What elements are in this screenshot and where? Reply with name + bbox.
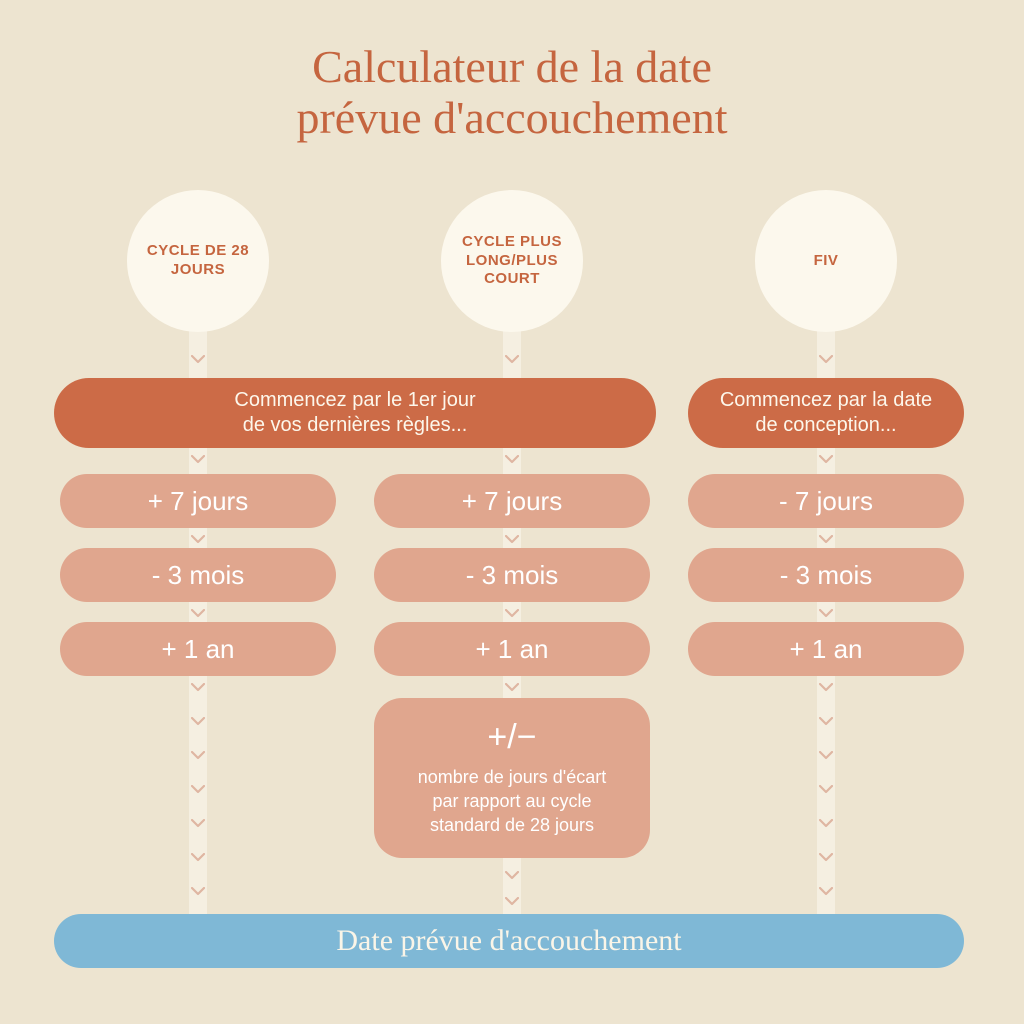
chevron-down-icon [505, 869, 519, 883]
cycle-adjustment-symbol: +/− [487, 716, 536, 759]
chevron-down-icon [191, 453, 205, 467]
chevron-down-icon [505, 681, 519, 695]
step-pill-r2-c1: + 1 an [374, 622, 650, 676]
chevron-down-icon [191, 851, 205, 865]
column-header-label: CYCLE DE 28 JOURS [141, 242, 255, 280]
start-pill-line2: de vos dernières règles... [243, 413, 468, 438]
column-header-circle-2: FIV [755, 190, 897, 332]
chevron-down-icon [505, 453, 519, 467]
step-pill-r0-c0: + 7 jours [60, 474, 336, 528]
start-pill-line2: de conception... [755, 413, 896, 438]
cycle-adjustment-line: standard de 28 jours [430, 813, 594, 837]
chevron-down-icon [191, 533, 205, 547]
chevron-down-icon [505, 533, 519, 547]
column-header-circle-0: CYCLE DE 28 JOURS [127, 190, 269, 332]
page-title: Calculateur de la dateprévue d'accouchem… [0, 42, 1024, 143]
start-pill-line1: Commencez par le 1er jour [234, 388, 475, 413]
title-line-1: Calculateur de la date [0, 42, 1024, 93]
step-pill-r2-c2: + 1 an [688, 622, 964, 676]
cycle-adjustment-box: +/− nombre de jours d'écartpar rapport au… [374, 698, 650, 858]
chevron-down-icon [505, 895, 519, 909]
chevron-down-icon [191, 681, 205, 695]
column-header-label: FIV [814, 252, 839, 271]
start-pill-conception: Commencez par la datede conception... [688, 378, 964, 448]
chevron-down-icon [191, 749, 205, 763]
step-pill-r1-c1: - 3 mois [374, 548, 650, 602]
start-pill-line1: Commencez par la date [720, 388, 932, 413]
column-header-label: CYCLE PLUS LONG/PLUS COURT [455, 233, 569, 289]
step-pill-r1-c2: - 3 mois [688, 548, 964, 602]
chevron-down-icon [505, 607, 519, 621]
chevron-down-icon [191, 715, 205, 729]
chevron-down-icon [819, 851, 833, 865]
step-pill-r1-c0: - 3 mois [60, 548, 336, 602]
start-pill-periods: Commencez par le 1er jourde vos dernière… [54, 378, 656, 448]
step-pill-r0-c1: + 7 jours [374, 474, 650, 528]
chevron-down-icon [819, 681, 833, 695]
column-header-circle-1: CYCLE PLUS LONG/PLUS COURT [441, 190, 583, 332]
step-pill-r2-c0: + 1 an [60, 622, 336, 676]
result-bar: Date prévue d'accouchement [54, 914, 964, 968]
title-line-2: prévue d'accouchement [0, 93, 1024, 144]
chevron-down-icon [505, 353, 519, 367]
cycle-adjustment-line: par rapport au cycle [432, 789, 591, 813]
chevron-down-icon [191, 607, 205, 621]
chevron-down-icon [819, 453, 833, 467]
step-pill-r0-c2: - 7 jours [688, 474, 964, 528]
chevron-down-icon [819, 885, 833, 899]
chevron-down-icon [819, 817, 833, 831]
cycle-adjustment-line: nombre de jours d'écart [418, 765, 607, 789]
chevron-down-icon [819, 783, 833, 797]
chevron-down-icon [191, 783, 205, 797]
chevron-down-icon [819, 353, 833, 367]
chevron-down-icon [819, 749, 833, 763]
chevron-down-icon [191, 817, 205, 831]
chevron-down-icon [191, 885, 205, 899]
chevron-down-icon [819, 607, 833, 621]
chevron-down-icon [819, 715, 833, 729]
chevron-down-icon [819, 533, 833, 547]
chevron-down-icon [191, 353, 205, 367]
